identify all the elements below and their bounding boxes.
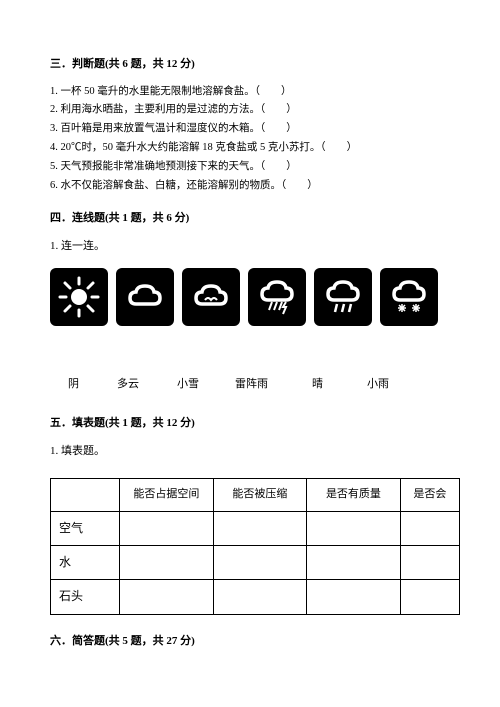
overcast-icon — [182, 268, 240, 326]
table-cell — [400, 546, 459, 580]
weather-label: 晴 — [312, 376, 323, 394]
judge-item: 1. 一杯 50 毫升的水里能无限制地溶解食盐。（ ） — [50, 84, 460, 101]
table-cell — [307, 580, 401, 614]
table-cell — [213, 511, 307, 545]
judge-list: 1. 一杯 50 毫升的水里能无限制地溶解食盐。（ ） 2. 利用海水晒盐，主要… — [50, 84, 460, 195]
table-header-cell: 能否占据空间 — [120, 479, 214, 512]
table-cell — [213, 580, 307, 614]
table-cell — [120, 580, 214, 614]
table-header-cell — [51, 479, 120, 512]
section4-header: 四．连线题(共 1 题，共 6 分) — [50, 210, 460, 228]
table-cell — [213, 546, 307, 580]
rain-icon — [314, 268, 372, 326]
sun-icon — [50, 268, 108, 326]
section3-header: 三．判断题(共 6 题，共 12 分) — [50, 56, 460, 74]
snow-icon — [380, 268, 438, 326]
table-cell — [307, 546, 401, 580]
fill-table-prompt: 1. 填表题。 — [50, 443, 460, 461]
judge-item: 2. 利用海水晒盐，主要利用的是过滤的方法。（ ） — [50, 102, 460, 119]
table-header-row: 能否占据空间 能否被压缩 是否有质量 是否会 — [51, 479, 460, 512]
table-cell — [400, 511, 459, 545]
weather-label: 阴 — [68, 376, 79, 394]
table-row-label: 石头 — [51, 580, 120, 614]
table-header-cell: 能否被压缩 — [213, 479, 307, 512]
thunder-icon — [248, 268, 306, 326]
table-row: 石头 — [51, 580, 460, 614]
table-row: 水 — [51, 546, 460, 580]
table-cell — [400, 580, 459, 614]
table-row: 空气 — [51, 511, 460, 545]
section6-header: 六．简答题(共 5 题，共 27 分) — [50, 633, 460, 651]
section5-header: 五．填表题(共 1 题，共 12 分) — [50, 415, 460, 433]
judge-item: 5. 天气预报能非常准确地预测接下来的天气。（ ） — [50, 159, 460, 176]
table-header-cell: 是否会 — [400, 479, 459, 512]
judge-item: 3. 百叶箱是用来放置气温计和湿度仪的木箱。（ ） — [50, 121, 460, 138]
weather-label: 多云 — [117, 376, 139, 394]
fill-table: 能否占据空间 能否被压缩 是否有质量 是否会 空气 水 石头 — [50, 478, 460, 614]
weather-labels-row: 阴 多云 小雪 雷阵雨 晴 小雨 — [50, 376, 460, 394]
table-row-label: 水 — [51, 546, 120, 580]
weather-icons-row — [50, 268, 460, 326]
table-row-label: 空气 — [51, 511, 120, 545]
table-cell — [120, 511, 214, 545]
judge-item: 4. 20℃时，50 毫升水大约能溶解 18 克食盐或 5 克小苏打。（ ） — [50, 140, 460, 157]
weather-label: 雷阵雨 — [235, 376, 268, 394]
cloud-icon — [116, 268, 174, 326]
judge-item: 6. 水不仅能溶解食盐、白糖，还能溶解别的物质。（ ） — [50, 178, 460, 195]
table-cell — [307, 511, 401, 545]
table-header-cell: 是否有质量 — [307, 479, 401, 512]
weather-label: 小雪 — [177, 376, 199, 394]
weather-label: 小雨 — [367, 376, 389, 394]
table-cell — [120, 546, 214, 580]
matching-prompt: 1. 连一连。 — [50, 238, 460, 256]
